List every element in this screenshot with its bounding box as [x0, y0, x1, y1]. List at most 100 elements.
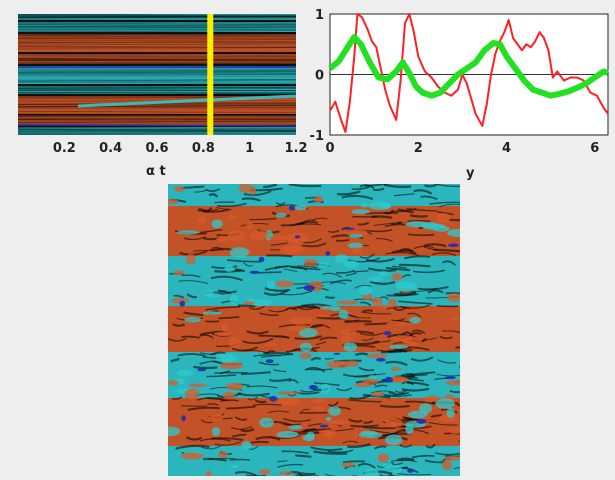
- field-eddy: [321, 384, 331, 393]
- field-eddy: [276, 431, 298, 438]
- field-eddy: [424, 396, 439, 402]
- field-eddy: [224, 265, 234, 272]
- field-filament: [345, 321, 372, 322]
- field-eddy: [280, 245, 303, 254]
- line-x-label: y: [466, 166, 474, 181]
- field-eddy: [391, 367, 402, 371]
- line-y-tick: 1: [315, 8, 324, 23]
- field-filament: [193, 367, 217, 368]
- field-eddy: [181, 452, 203, 459]
- field-eddy: [405, 424, 413, 434]
- line-x-tick: 0: [325, 141, 334, 156]
- field-eddy: [378, 305, 387, 309]
- field-eddy: [385, 435, 403, 446]
- line-x-tick: 6: [590, 141, 599, 156]
- field-eddy: [177, 369, 194, 376]
- field-eddy: [326, 417, 332, 421]
- field-eddy: [186, 254, 196, 265]
- field-eddy: [185, 389, 200, 400]
- field-eddy: [173, 270, 184, 275]
- field-eddy: [389, 345, 408, 349]
- field-filament: [215, 202, 235, 203]
- field-extreme-spot: [249, 271, 259, 274]
- field-eddy: [326, 431, 333, 440]
- field-eddy: [218, 451, 228, 458]
- field-eddy: [314, 196, 324, 203]
- field-eddy: [168, 380, 178, 386]
- field-eddy: [288, 326, 305, 331]
- field-eddy: [226, 383, 243, 391]
- hovmoller-x-tick: 0.2: [53, 141, 76, 156]
- field-eddy: [354, 383, 370, 388]
- field-eddy: [328, 406, 341, 416]
- field-eddy: [220, 362, 243, 369]
- field-extreme-spot: [295, 235, 300, 238]
- field-eddy: [184, 317, 201, 322]
- field-eddy: [275, 213, 286, 218]
- field-eddy: [265, 343, 277, 346]
- field-filament: [363, 310, 373, 311]
- field-eddy: [403, 337, 422, 347]
- field-filament: [230, 460, 250, 461]
- hovmoller-extreme-line: [18, 125, 296, 126]
- field-extreme-spot: [259, 257, 265, 263]
- field-eddy: [228, 215, 238, 219]
- field-filament: [302, 473, 315, 474]
- field-extreme-spot: [407, 469, 413, 473]
- field-eddy: [189, 384, 208, 388]
- field-eddy: [204, 289, 213, 297]
- field-eddy: [214, 332, 236, 337]
- field-eddy: [209, 414, 223, 420]
- field-eddy: [371, 392, 384, 397]
- field-filament: [437, 306, 458, 307]
- field-eddy: [228, 338, 240, 348]
- field-eddy: [241, 441, 251, 450]
- field-eddy: [351, 209, 370, 214]
- field-eddy: [279, 471, 294, 475]
- field-eddy: [295, 205, 307, 211]
- field-eddy: [349, 234, 362, 238]
- field-eddy: [277, 397, 301, 405]
- field-eddy: [446, 408, 454, 418]
- field-eddy: [335, 254, 348, 262]
- field-eddy: [275, 280, 294, 287]
- field-eddy: [222, 392, 235, 399]
- field-extreme-spot: [266, 359, 274, 363]
- field-extreme-spot: [376, 358, 386, 362]
- field-eddy: [170, 298, 189, 304]
- field-eddy: [289, 425, 303, 430]
- field-eddy: [341, 336, 353, 343]
- field-extreme-spot: [197, 368, 206, 371]
- hovmoller-plot: [18, 14, 296, 135]
- field-eddy: [304, 259, 318, 267]
- line-y-tick: -1: [310, 129, 324, 144]
- field-eddy: [385, 418, 402, 427]
- field-filament: [295, 455, 311, 456]
- field-filament: [366, 213, 398, 214]
- field-eddy: [250, 231, 268, 241]
- line-y-ticks: -101: [296, 4, 326, 144]
- field-eddy: [299, 353, 311, 360]
- field-eddy: [437, 213, 451, 223]
- hovmoller-x-tick: 0.4: [99, 141, 122, 156]
- field-filament: [410, 215, 428, 216]
- field-eddy: [267, 280, 276, 289]
- field-extreme-spot: [180, 301, 185, 307]
- field-extreme-spot: [304, 285, 315, 291]
- field-extreme-spot: [289, 206, 295, 211]
- field-eddy: [391, 465, 403, 473]
- field-eddy: [409, 317, 421, 324]
- field-eddy: [177, 230, 199, 234]
- field-eddy: [300, 343, 312, 353]
- field-filament: [219, 317, 240, 318]
- field-filament: [336, 240, 349, 241]
- line-panel: [330, 14, 608, 135]
- hovmoller-x-label: α t: [146, 164, 166, 179]
- field-eddy: [227, 231, 245, 242]
- field-eddy: [361, 203, 369, 208]
- field-eddy: [336, 300, 359, 304]
- hovmoller-x-tick: 1: [245, 141, 254, 156]
- field-eddy: [396, 281, 417, 291]
